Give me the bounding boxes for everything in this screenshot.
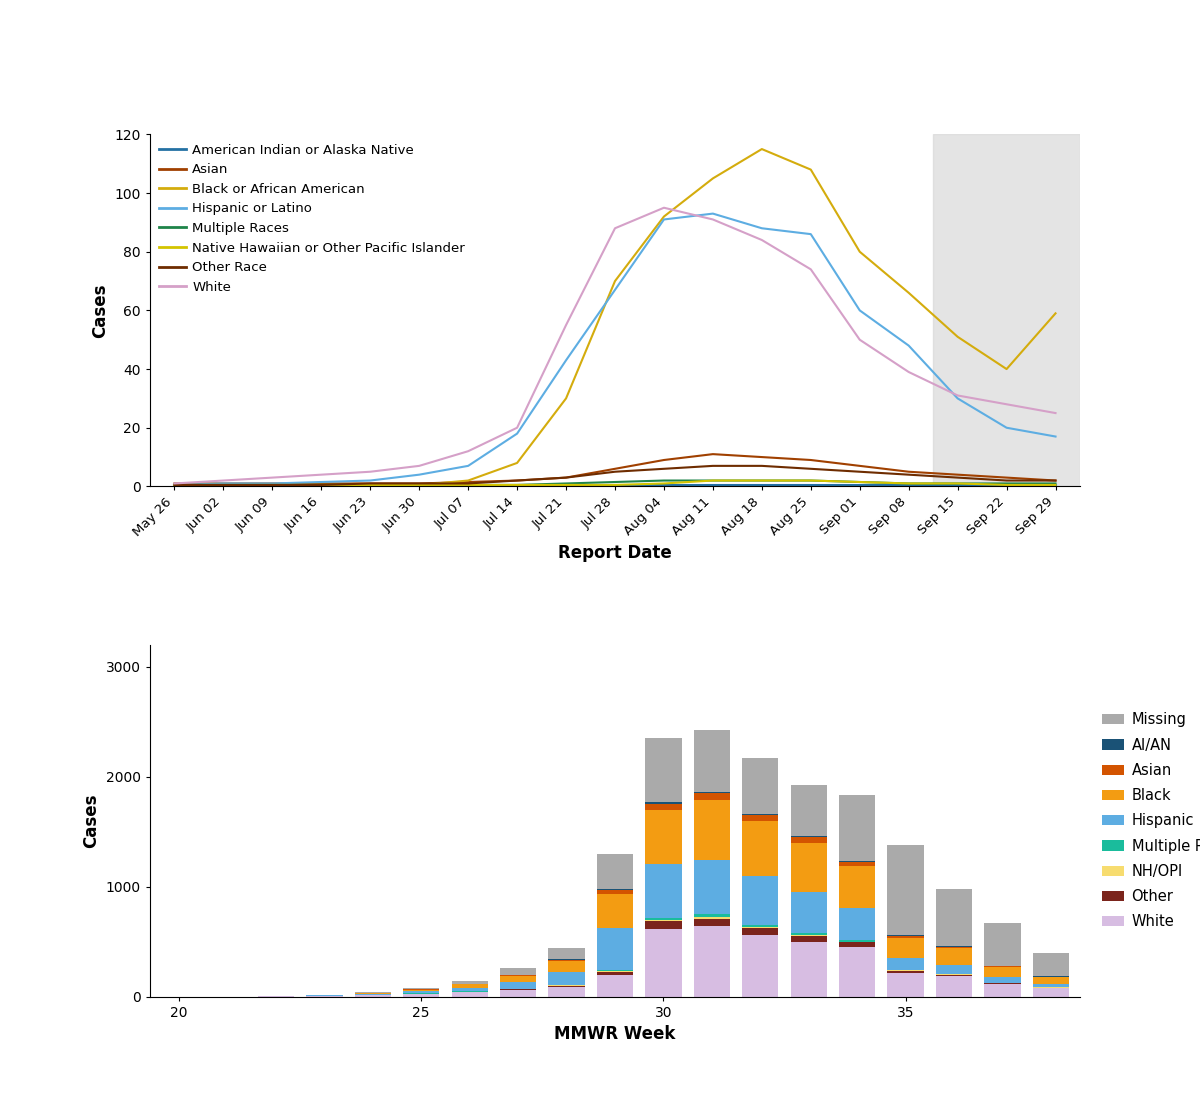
- Bar: [548, 986, 584, 987]
- Bar: [742, 821, 779, 877]
- Bar: [791, 935, 827, 942]
- Bar: [888, 971, 924, 972]
- Bar: [742, 758, 779, 814]
- Bar: [646, 921, 682, 922]
- Bar: [548, 949, 584, 959]
- Bar: [500, 990, 536, 997]
- Bar: [500, 982, 536, 989]
- Bar: [936, 889, 972, 946]
- Bar: [839, 861, 875, 866]
- Bar: [403, 988, 439, 989]
- Bar: [646, 810, 682, 864]
- Bar: [934, 134, 1080, 486]
- Bar: [646, 917, 682, 921]
- Bar: [500, 968, 536, 974]
- Bar: [791, 843, 827, 893]
- Bar: [548, 961, 584, 972]
- Bar: [451, 988, 488, 991]
- Bar: [839, 866, 875, 908]
- Bar: [888, 937, 924, 959]
- Legend: Missing, AI/AN, Asian, Black, Hispanic, Multiple Races, NH/OPI, Other, White: Missing, AI/AN, Asian, Black, Hispanic, …: [1097, 707, 1200, 935]
- X-axis label: MMWR Week: MMWR Week: [554, 1026, 676, 1044]
- Bar: [694, 860, 730, 914]
- Bar: [984, 923, 1021, 965]
- Bar: [596, 894, 634, 928]
- Bar: [888, 935, 924, 937]
- Bar: [839, 908, 875, 941]
- Bar: [646, 928, 682, 997]
- Bar: [694, 793, 730, 800]
- Bar: [888, 846, 924, 935]
- Bar: [694, 792, 730, 793]
- Bar: [839, 941, 875, 942]
- Bar: [694, 926, 730, 997]
- Bar: [451, 984, 488, 988]
- Bar: [694, 918, 730, 926]
- Bar: [596, 855, 634, 889]
- Bar: [694, 800, 730, 860]
- Bar: [403, 991, 439, 993]
- Bar: [742, 925, 779, 927]
- Bar: [646, 738, 682, 802]
- Bar: [1033, 983, 1069, 988]
- Bar: [984, 967, 1021, 977]
- Bar: [839, 795, 875, 861]
- Bar: [742, 877, 779, 925]
- Bar: [403, 995, 439, 997]
- Bar: [694, 917, 730, 918]
- Bar: [936, 946, 972, 948]
- Bar: [791, 785, 827, 837]
- Bar: [355, 993, 391, 996]
- Bar: [888, 959, 924, 970]
- Bar: [791, 837, 827, 843]
- Bar: [596, 970, 634, 971]
- Bar: [500, 976, 536, 982]
- Bar: [646, 922, 682, 928]
- Bar: [742, 928, 779, 935]
- Bar: [888, 972, 924, 997]
- Bar: [596, 974, 634, 997]
- Bar: [451, 992, 488, 997]
- Bar: [742, 927, 779, 928]
- Bar: [936, 974, 972, 976]
- Bar: [548, 972, 584, 984]
- Bar: [451, 980, 488, 983]
- Bar: [548, 987, 584, 997]
- Bar: [694, 730, 730, 792]
- Bar: [742, 935, 779, 997]
- Bar: [1033, 953, 1069, 977]
- Legend: American Indian or Alaska Native, Asian, Black or African American, Hispanic or : American Indian or Alaska Native, Asian,…: [154, 139, 470, 299]
- Bar: [839, 942, 875, 948]
- Bar: [791, 893, 827, 933]
- Bar: [646, 803, 682, 810]
- Bar: [742, 815, 779, 821]
- Bar: [839, 948, 875, 997]
- Bar: [984, 983, 1021, 997]
- Bar: [936, 965, 972, 974]
- Bar: [984, 977, 1021, 982]
- Bar: [936, 948, 972, 965]
- Y-axis label: Cases: Cases: [91, 283, 109, 337]
- Y-axis label: Cases: Cases: [83, 794, 101, 848]
- Bar: [596, 928, 634, 970]
- Bar: [403, 990, 439, 991]
- Bar: [694, 914, 730, 917]
- X-axis label: Report Date: Report Date: [558, 544, 672, 562]
- Bar: [646, 864, 682, 917]
- Bar: [1033, 988, 1069, 997]
- Bar: [596, 890, 634, 894]
- Bar: [791, 942, 827, 997]
- Bar: [791, 933, 827, 935]
- Bar: [355, 996, 391, 997]
- Bar: [936, 976, 972, 997]
- Bar: [1033, 977, 1069, 983]
- Bar: [548, 960, 584, 961]
- Bar: [596, 972, 634, 974]
